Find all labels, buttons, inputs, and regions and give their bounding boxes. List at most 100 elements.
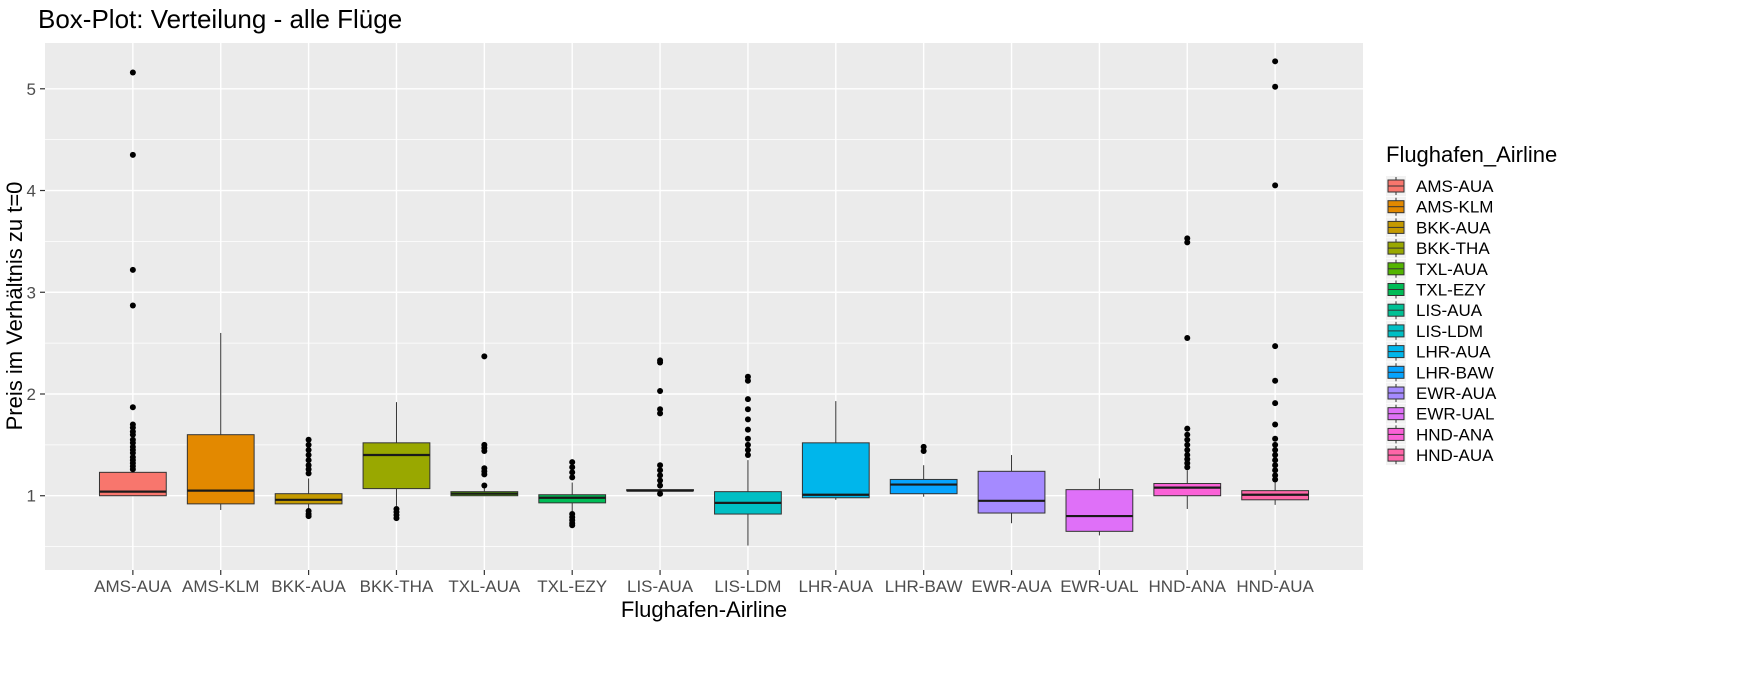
x-tick-label: LHR-BAW	[885, 577, 963, 596]
outlier-point	[657, 490, 664, 497]
x-tick-label: AMS-KLM	[182, 577, 259, 596]
x-tick-label: TXL-AUA	[448, 577, 520, 596]
box-group	[362, 402, 431, 522]
box-group	[889, 443, 958, 497]
legend-label: LHR-AUA	[1416, 343, 1491, 362]
outlier-point	[657, 462, 664, 469]
outlier-point	[305, 441, 312, 448]
outlier-point	[657, 477, 664, 484]
outlier-point	[744, 426, 751, 433]
outlier-point	[305, 452, 312, 459]
outlier-point	[305, 457, 312, 464]
outlier-point	[129, 151, 136, 158]
box-group	[1153, 235, 1222, 509]
x-axis-title: Flughafen-Airline	[621, 597, 787, 622]
outlier-point	[305, 513, 312, 520]
y-tick-label: 2	[27, 385, 36, 404]
box	[977, 470, 1046, 514]
outlier-point	[305, 470, 312, 477]
x-tick-label: BKK-THA	[360, 577, 434, 596]
outlier-point	[1272, 452, 1279, 459]
outlier-point	[744, 416, 751, 423]
outlier-point	[1272, 83, 1279, 90]
box-group	[977, 455, 1046, 524]
box	[98, 471, 167, 497]
outlier-point	[129, 431, 136, 438]
outlier-point	[744, 396, 751, 403]
outlier-point	[305, 446, 312, 453]
outlier-point	[569, 459, 576, 466]
box	[1153, 483, 1222, 497]
outlier-point	[1272, 441, 1279, 448]
legend-label: BKK-AUA	[1416, 218, 1491, 237]
outlier-point	[129, 404, 136, 411]
x-tick-label: EWR-AUA	[971, 577, 1052, 596]
box-group	[98, 69, 167, 497]
x-tick-label: AMS-AUA	[94, 577, 172, 596]
outlier-point	[1184, 239, 1191, 246]
outlier-point	[481, 471, 488, 478]
outlier-point	[1272, 377, 1279, 384]
outlier-point	[569, 469, 576, 476]
outlier-point	[1184, 436, 1191, 443]
outlier-point	[1184, 335, 1191, 342]
x-tick-label: TXL-EZY	[537, 577, 607, 596]
box-group	[450, 353, 519, 497]
box	[801, 442, 870, 499]
outlier-point	[1272, 400, 1279, 407]
chart-title: Box-Plot: Verteilung - alle Flüge	[38, 4, 402, 34]
legend-label: LIS-LDM	[1416, 322, 1483, 341]
legend-label: AMS-AUA	[1416, 177, 1494, 196]
outlier-point	[481, 353, 488, 360]
outlier-point	[305, 436, 312, 443]
outlier-point	[569, 474, 576, 481]
outlier-point	[744, 452, 751, 459]
outlier-point	[657, 482, 664, 489]
outlier-point	[1272, 462, 1279, 469]
boxes-layer	[98, 58, 1310, 546]
outlier-point	[481, 447, 488, 454]
x-tick-label: HND-AUA	[1236, 577, 1314, 596]
box	[186, 434, 255, 505]
outlier-point	[744, 441, 751, 448]
outlier-point	[657, 410, 664, 417]
outlier-point	[1184, 464, 1191, 471]
outlier-point	[1272, 182, 1279, 189]
outlier-point	[1272, 446, 1279, 453]
x-axis: AMS-AUA AMS-KLM BKK-AUA BKK-THA TXL-AUA TXL-E…	[94, 570, 1315, 596]
box-group	[186, 332, 255, 510]
plot-panel	[45, 43, 1363, 570]
outlier-point	[481, 482, 488, 489]
outlier-point	[744, 446, 751, 453]
legend-label: TXL-EZY	[1416, 281, 1486, 300]
outlier-point	[1272, 457, 1279, 464]
outlier-point	[129, 266, 136, 273]
x-tick-label: EWR-UAL	[1060, 577, 1138, 596]
legend-label: HND-AUA	[1416, 446, 1494, 465]
outlier-point	[1184, 431, 1191, 438]
x-tick-label: HND-ANA	[1149, 577, 1227, 596]
y-tick-label: 3	[27, 283, 36, 302]
x-tick-label: BKK-AUA	[271, 577, 346, 596]
outlier-point	[657, 472, 664, 479]
x-tick-label: LIS-AUA	[627, 577, 694, 596]
outlier-point	[1184, 441, 1191, 448]
box	[889, 478, 958, 495]
outlier-point	[129, 466, 136, 473]
y-axis-title: Preis im Verhältnis zu t=0	[2, 182, 27, 431]
y-tick-label: 4	[27, 182, 36, 201]
outlier-point	[1272, 421, 1279, 428]
outlier-point	[1272, 58, 1279, 65]
legend-label: LIS-AUA	[1416, 301, 1483, 320]
legend-label: EWR-UAL	[1416, 405, 1494, 424]
x-tick-label: LIS-LDM	[714, 577, 781, 596]
outlier-point	[1272, 343, 1279, 350]
y-tick-label: 1	[27, 487, 36, 506]
outlier-point	[129, 69, 136, 76]
box	[1065, 489, 1134, 532]
outlier-point	[1184, 446, 1191, 453]
box-group	[1241, 58, 1310, 505]
legend-label: LHR-BAW	[1416, 363, 1494, 382]
box-group	[714, 373, 782, 546]
